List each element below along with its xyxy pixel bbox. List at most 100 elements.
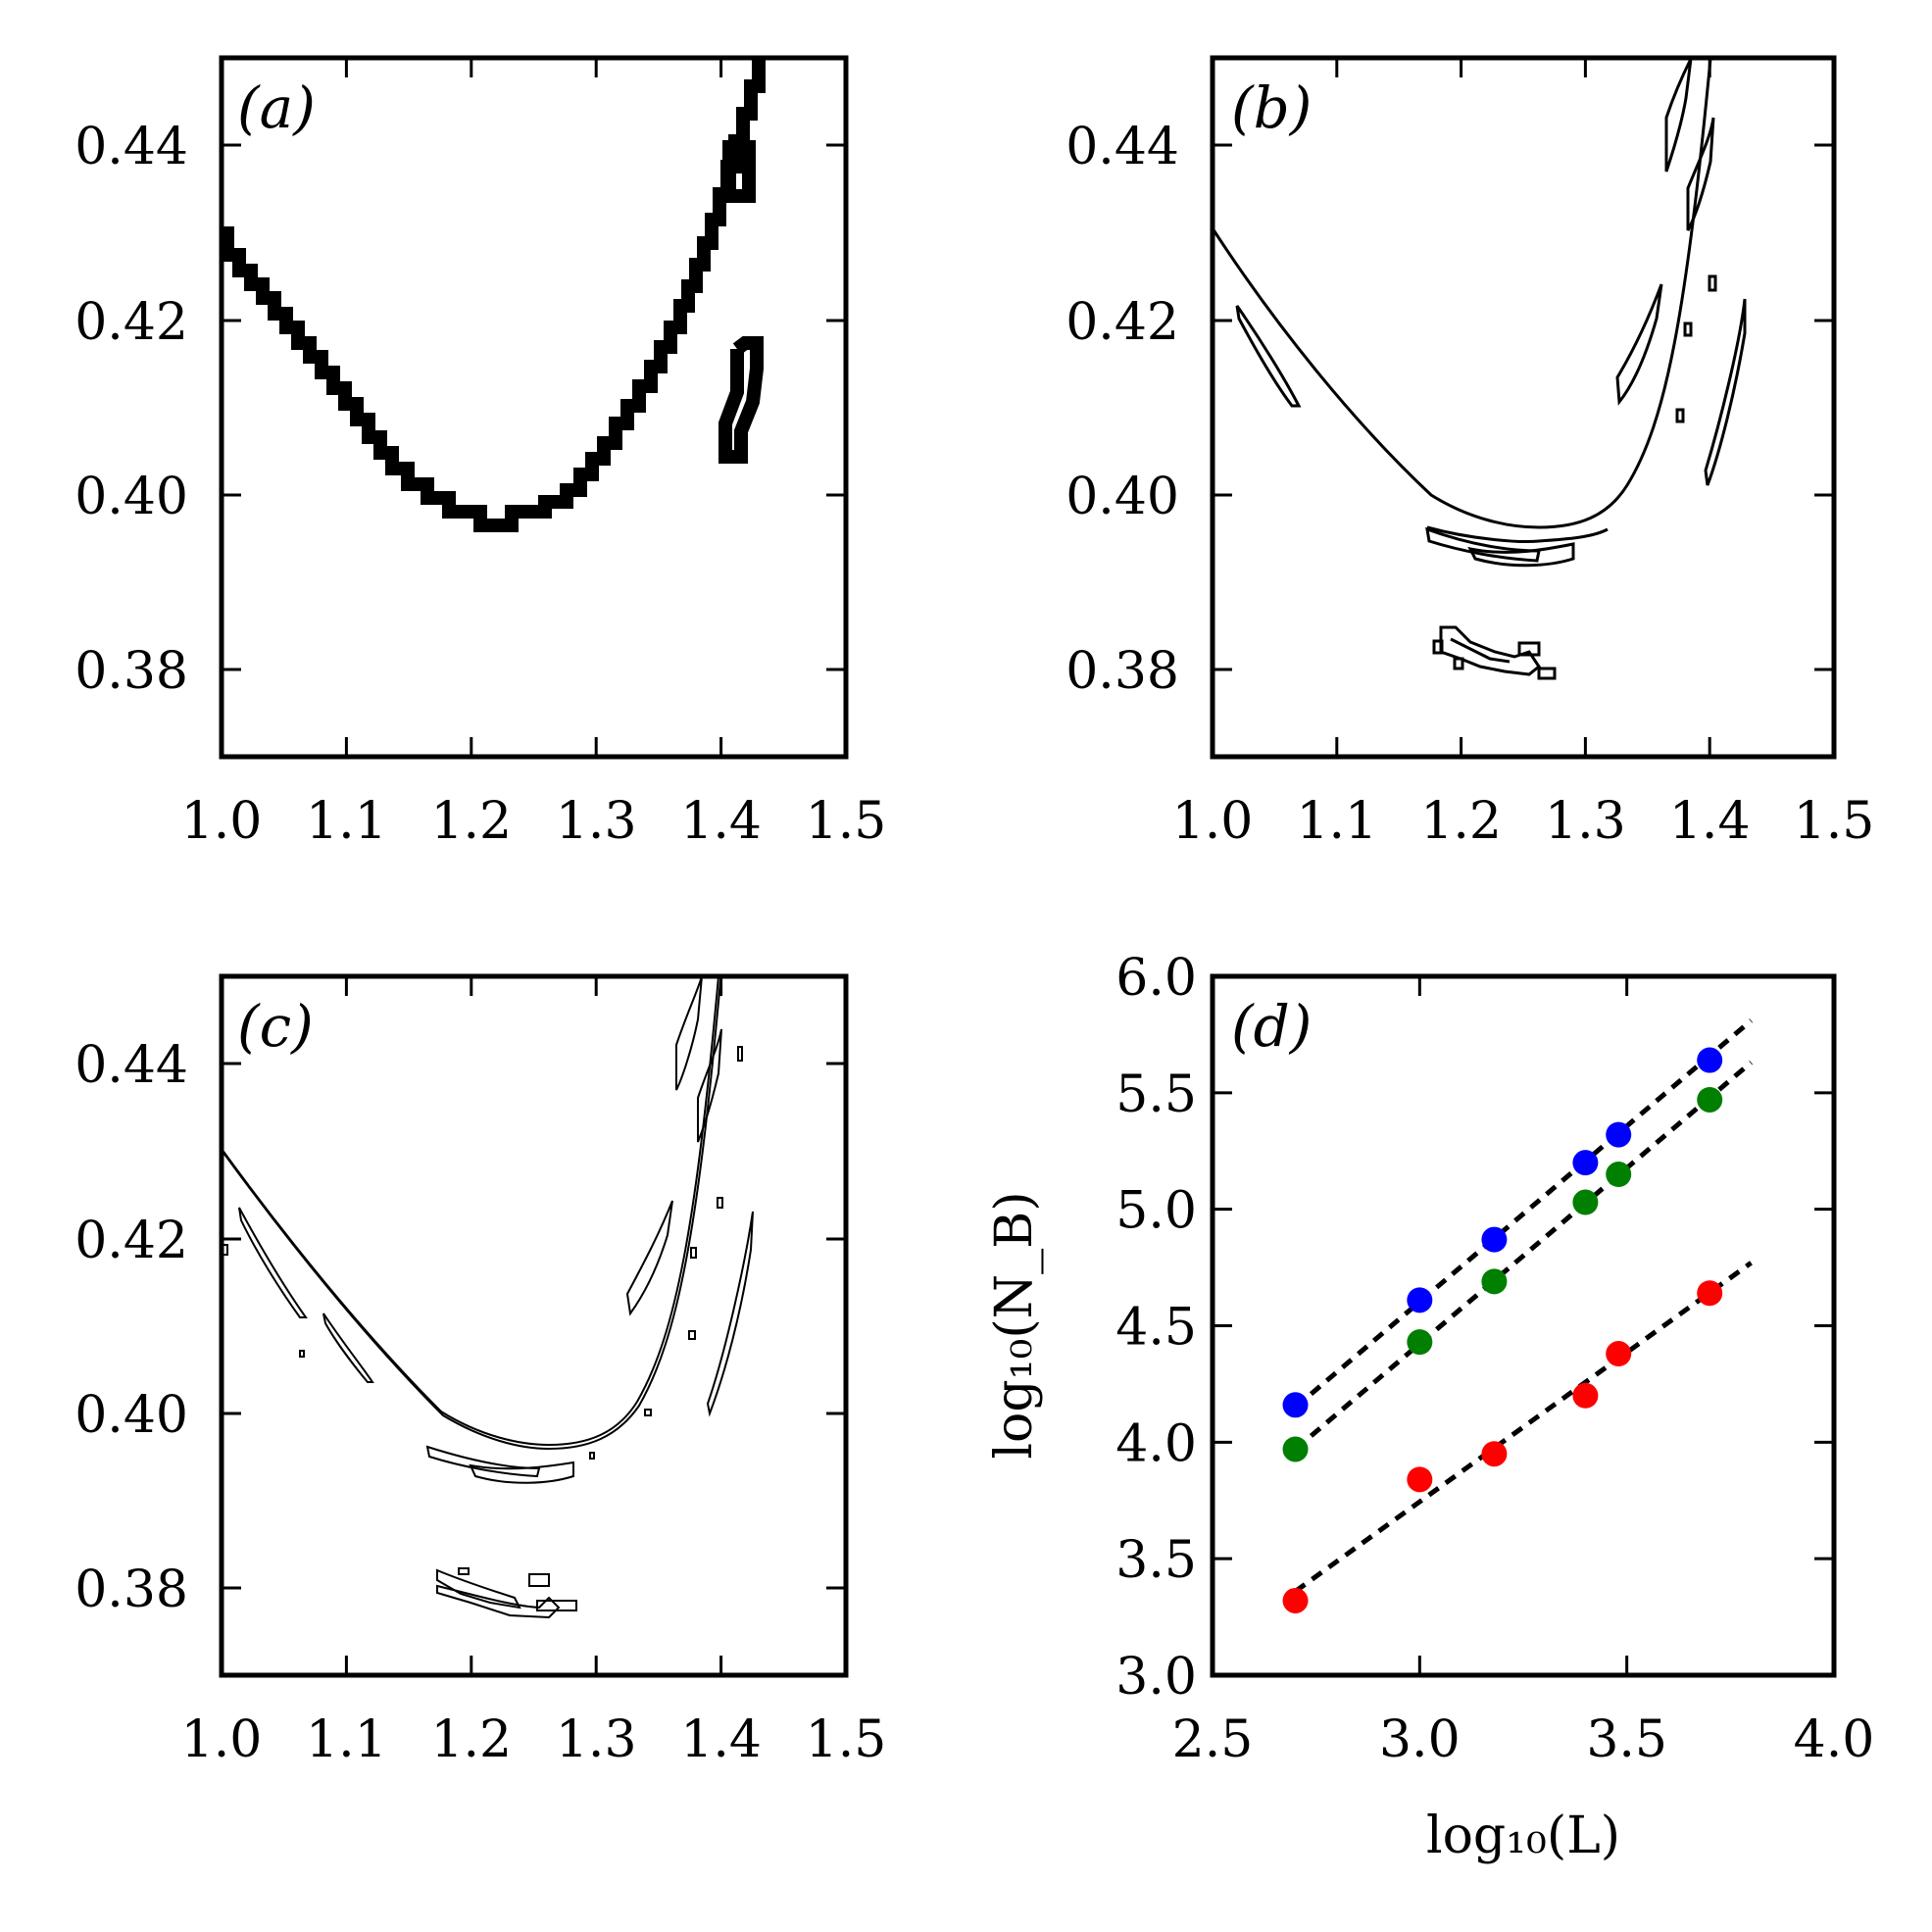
b-contours [1211,58,1747,680]
c-small-cell-4 [688,1330,696,1340]
b-ytick-3: 0.44 [1065,118,1179,176]
point-blue-5 [1697,1047,1723,1073]
b-lower-band-2 [1467,542,1575,568]
b-bottom-cluster-inner [1450,637,1511,664]
a-panel-label: (a) [237,74,316,141]
d-xtick-label-0: 2.5 [1172,1710,1254,1769]
b-ytick-1: 0.40 [1065,468,1179,526]
c-bottom-cluster-2 [436,1584,561,1619]
a-inner-notch [722,140,756,203]
point-blue-1 [1407,1287,1433,1313]
point-green-5 [1697,1086,1723,1113]
b-ticks [1213,58,1834,757]
d-ytick-label-5: 5.5 [1115,1065,1197,1124]
point-red-1 [1407,1466,1433,1493]
c-axes-frame [219,973,849,1678]
b-ytick-0: 0.38 [1065,642,1179,701]
b-small-cell-2 [1683,322,1693,337]
c-small-cell-3 [690,1247,697,1259]
c-xtick-3: 1.3 [556,1710,637,1769]
c-xtick-4: 1.4 [680,1710,762,1769]
panel-b: (b) 1.0 1.1 1.2 1.3 1.4 1.5 0.38 0.40 0.… [1065,55,1875,851]
point-green-3 [1572,1189,1599,1215]
point-red-0 [1282,1587,1309,1613]
c-panel-label: (c) [237,993,314,1060]
point-green-1 [1407,1329,1433,1356]
point-green-4 [1606,1162,1632,1188]
b-right-loop-3 [1704,298,1747,486]
b-right-loop-1 [1615,283,1663,406]
a-right-loop [718,336,764,464]
c-contours [221,975,754,1619]
d-ytick-label-2: 4.0 [1115,1414,1197,1473]
d-x-axis-title: log₁₀(L) [1426,1807,1620,1865]
b-xtick-0: 1.0 [1172,792,1254,851]
b-main-boundary [1211,58,1712,529]
d-tick-labels: 2.5 3.0 3.5 4.03.03.54.04.55.05.56.0 [1115,949,1874,1769]
a-xtick-1: 1.1 [306,792,387,851]
c-left-loop-2 [322,1313,374,1383]
c-lower-band-1 [425,1445,541,1478]
point-blue-4 [1606,1121,1632,1148]
d-xtick-label-1: 3.0 [1379,1710,1461,1769]
c-xtick-1: 1.1 [306,1710,387,1769]
c-small-cell-1 [737,1046,743,1062]
d-ytick-label-6: 6.0 [1115,949,1197,1008]
d-fit-lines [1293,1018,1754,1594]
panel-c: (c) 1.0 1.1 1.2 1.3 1.4 1.5 0.38 0.40 0.… [74,973,886,1769]
a-ytick-3: 0.44 [74,118,188,176]
a-ticks [222,58,846,757]
c-ticks [222,976,846,1675]
c-right-loop-3 [706,1211,754,1417]
b-panel-label: (b) [1231,74,1312,141]
b-small-cell-1 [1708,274,1717,292]
b-bottom-cell-2 [1537,667,1557,680]
a-ytick-2: 0.42 [74,293,188,352]
point-green-2 [1481,1268,1508,1295]
b-bottom-cell-4 [1453,657,1464,670]
point-blue-2 [1481,1226,1508,1253]
a-axes-frame [219,55,849,760]
b-xtick-5: 1.5 [1794,792,1875,851]
c-xtick-0: 1.0 [181,1710,263,1769]
a-ytick-1: 0.40 [74,468,188,526]
c-xtick-2: 1.2 [430,1710,512,1769]
c-bottom-cell-2 [536,1600,577,1611]
c-bottom-cell-3 [458,1567,470,1575]
c-ytick-3: 0.44 [74,1036,188,1095]
b-xtick-4: 1.4 [1669,792,1751,851]
c-lower-band-2 [469,1461,574,1484]
a-xtick-5: 1.5 [806,792,887,851]
c-main-boundary [221,975,719,1447]
c-bottom-cell-1 [528,1573,550,1587]
b-right-loop-2 [1686,117,1715,231]
c-right-loop-4 [675,975,703,1091]
c-small-cell-2 [717,1197,723,1209]
c-ytick-1: 0.40 [74,1386,188,1445]
a-xtick-0: 1.0 [181,792,263,851]
d-ytick-label-0: 3.0 [1115,1648,1197,1707]
a-xtick-4: 1.4 [680,792,762,851]
d-data-points [1282,1047,1723,1613]
b-xtick-1: 1.1 [1296,792,1377,851]
a-xtick-3: 1.3 [556,792,637,851]
c-right-loop-2 [697,1028,722,1143]
panel-d: 2.5 3.0 3.5 4.03.03.54.04.55.05.56.0 (d) lo… [985,949,1874,1865]
d-xtick-label-2: 3.5 [1586,1710,1667,1769]
b-axes-frame [1210,55,1837,760]
a-xtick-2: 1.2 [430,792,512,851]
d-ticks [1213,976,1834,1675]
c-ytick-2: 0.42 [74,1212,188,1270]
d-axes-frame [1210,973,1837,1678]
a-contours [221,59,766,532]
c-small-cell-7 [299,1350,305,1358]
b-main-inner [1426,525,1609,543]
d-xtick-label-3: 4.0 [1794,1710,1875,1769]
b-xtick-2: 1.2 [1420,792,1502,851]
d-y-axis-title: log₁₀(N_B) [985,1191,1044,1459]
b-xtick-3: 1.3 [1545,792,1626,851]
b-lower-band-1 [1425,526,1541,563]
c-small-cell-6 [589,1452,595,1460]
c-small-cell-5 [644,1409,652,1416]
